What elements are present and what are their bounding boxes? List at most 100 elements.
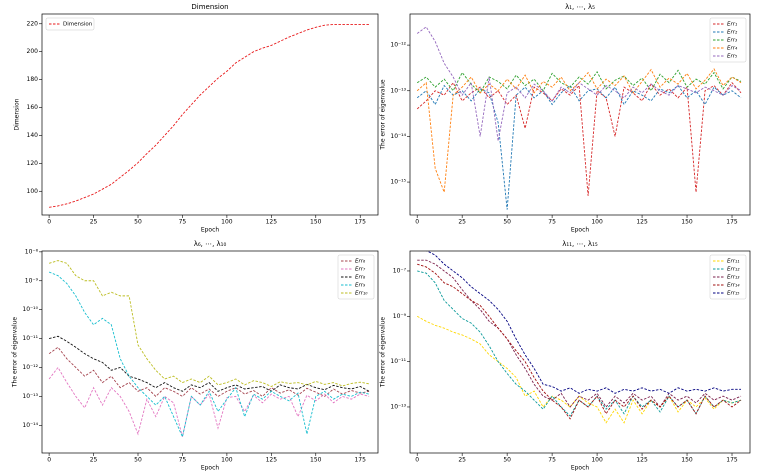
y-axis-label: Dimension: [14, 98, 21, 130]
x-axis-label: Epoch: [201, 465, 220, 472]
chart-title: λ₆, ⋯, λ₁₀: [194, 240, 227, 248]
series-line: [416, 69, 742, 94]
legend-label: Err₁₁: [727, 259, 739, 265]
y-tick-label: 200: [27, 48, 39, 55]
y-tick-label: 10⁻⁷: [393, 267, 407, 274]
series-line: [48, 335, 370, 392]
x-tick-label: 75: [179, 457, 187, 464]
x-tick-label: 0: [415, 457, 419, 464]
x-tick-label: 75: [179, 219, 187, 226]
x-tick-label: 25: [90, 219, 98, 226]
axes-frame: [41, 13, 379, 216]
legend: Dimension: [45, 17, 95, 31]
legend-label: Err₁₀: [355, 291, 368, 297]
x-tick-label: 150: [310, 457, 322, 464]
y-tick-label: 10⁻⁹: [393, 313, 407, 320]
legend-box: [709, 17, 747, 63]
series-line: [426, 251, 742, 394]
legend-label: Err₉: [355, 283, 366, 289]
subplot: λ₁₁, ⋯, λ₁₅ Epoch The error of eigenvalue 0…: [380, 240, 751, 472]
x-axis-label: Epoch: [571, 227, 590, 234]
y-tick-label: 10⁻¹²: [22, 364, 38, 371]
series-line: [417, 270, 742, 417]
x-axis-label: Epoch: [201, 227, 220, 234]
y-axis-label: The error of eigenvalue: [380, 79, 387, 151]
legend-box: [45, 17, 95, 31]
y-tick-label: 180: [27, 76, 39, 83]
y-axis-label: The error of eigenvalue: [12, 317, 19, 389]
axes-frame: [409, 13, 751, 216]
series-line: [48, 346, 370, 398]
x-tick-label: 25: [458, 219, 466, 226]
x-tick-label: 50: [503, 457, 511, 464]
chart-title: λ₁, ⋯, λ₅: [565, 3, 595, 11]
y-tick-label: 10⁻⁸: [25, 248, 39, 255]
y-tick-label: 10⁻¹²: [390, 42, 406, 49]
series-line: [417, 259, 742, 408]
legend-label: Err₃: [727, 38, 738, 44]
x-tick-label: 50: [134, 457, 142, 464]
x-tick-label: 175: [354, 457, 366, 464]
series-line: [48, 271, 370, 439]
x-tick-label: 175: [354, 219, 366, 226]
x-tick-label: 0: [47, 219, 51, 226]
x-tick-label: 75: [548, 219, 556, 226]
x-tick-label: 125: [266, 219, 278, 226]
axes-frame: [41, 250, 379, 454]
y-tick-label: 10⁻¹⁰: [22, 306, 38, 313]
legend-label: Err₅: [727, 54, 737, 60]
legend-label: Err₁₂: [727, 267, 740, 273]
x-tick-label: 100: [221, 219, 233, 226]
y-tick-label: 10⁻¹¹: [22, 335, 38, 342]
x-tick-label: 175: [726, 457, 738, 464]
x-tick-label: 100: [221, 457, 233, 464]
chart-title: λ₁₁, ⋯, λ₁₅: [562, 240, 598, 248]
series-line: [48, 260, 370, 387]
x-tick-label: 125: [636, 457, 648, 464]
y-tick-label: 10⁻¹¹: [390, 358, 406, 365]
plot-area: [48, 260, 370, 439]
x-tick-label: 125: [266, 457, 278, 464]
x-tick-label: 25: [90, 457, 98, 464]
plot-area: [416, 26, 742, 210]
legend-label: Err₇: [355, 267, 366, 273]
x-tick-label: 150: [681, 219, 693, 226]
y-tick-label: 10⁻¹⁴: [22, 422, 38, 429]
y-tick-label: 160: [27, 104, 39, 111]
series-line: [417, 263, 742, 420]
plot-area: [49, 24, 370, 208]
legend-label: Err₁₄: [727, 283, 740, 289]
x-tick-label: 50: [134, 219, 142, 226]
subplot: λ₆, ⋯, λ₁₀ Epoch The error of eigenvalue 0 2…: [12, 240, 379, 472]
y-tick-label: 10⁻⁹: [25, 277, 39, 284]
legend-label: Err₈: [355, 275, 366, 281]
series-line: [416, 315, 742, 424]
legend-label: Err₄: [727, 46, 738, 52]
x-tick-label: 100: [591, 457, 603, 464]
chart-title: Dimension: [191, 3, 228, 11]
x-tick-label: 100: [591, 219, 603, 226]
legend-label: Err₁₅: [727, 291, 739, 297]
x-tick-label: 0: [47, 457, 51, 464]
legend-label: Err₆: [355, 259, 366, 265]
subplot: λ₁, ⋯, λ₅ Epoch The error of eigenvalue 0 25…: [380, 3, 751, 234]
legend: Err₁₁ Err₁₂ Err₁₃ Err₁₄ Err₁₅: [709, 254, 747, 300]
series-line: [416, 84, 742, 210]
y-tick-label: 100: [27, 188, 39, 195]
y-tick-label: 10⁻¹⁵: [390, 179, 406, 186]
series-line: [416, 81, 742, 196]
legend: Err₆ Err₇ Err₈ Err₉ Err₁₀: [337, 254, 375, 300]
x-axis-label: Epoch: [571, 465, 590, 472]
x-tick-label: 75: [548, 457, 556, 464]
y-tick-label: 220: [27, 20, 39, 27]
y-axis-label: The error of eigenvalue: [380, 317, 387, 389]
y-tick-label: 10⁻¹³: [390, 87, 406, 94]
legend: Err₁ Err₂ Err₃ Err₄ Err₅: [709, 17, 747, 63]
legend-box: [709, 254, 747, 300]
subplot: Dimension Epoch Dimension 0 25 50 75 100 125 150 1…: [14, 3, 379, 234]
legend-label: Dimension: [63, 22, 93, 28]
legend-label: Err₁₃: [727, 275, 740, 281]
legend-label: Err₂: [727, 30, 738, 36]
